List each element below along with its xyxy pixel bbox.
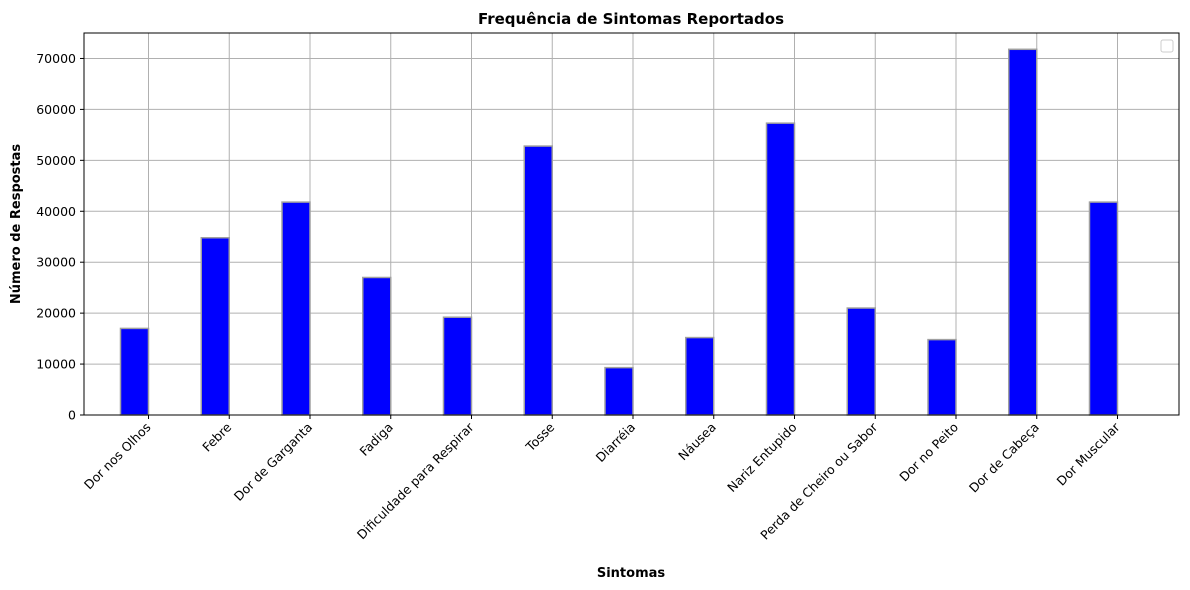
plot-frame xyxy=(83,32,1180,416)
y-tick-label: 50000 xyxy=(36,153,76,168)
bar xyxy=(442,316,473,416)
bar xyxy=(1008,48,1038,416)
y-axis-title: Número de Respostas xyxy=(9,144,24,305)
x-tick-label: Febre xyxy=(199,419,234,454)
bar xyxy=(846,307,876,416)
bar xyxy=(362,276,392,416)
x-tick-label: Diarréia xyxy=(593,420,639,466)
y-tick-label: 60000 xyxy=(36,102,76,117)
y-axis: 0 10000 20000 30000 40000 50000 60000 70000 xyxy=(36,51,84,423)
x-axis-title: Sintomas xyxy=(597,566,666,581)
bar xyxy=(1088,201,1119,416)
y-tick-label: 10000 xyxy=(36,357,76,372)
y-tick-label: 70000 xyxy=(36,51,76,66)
bar xyxy=(523,145,553,416)
bar xyxy=(685,336,715,416)
x-tick-label: Tosse xyxy=(522,419,557,454)
bar xyxy=(604,366,634,416)
x-tick-label: Nariz Entupido xyxy=(724,420,800,496)
x-tick-label: Dor nos Olhos xyxy=(81,420,154,493)
x-tick-label: Dor de Cabeça xyxy=(966,420,1042,496)
y-tick-label: 40000 xyxy=(36,204,76,219)
legend-box xyxy=(1160,39,1174,53)
chart-title: Frequência de Sintomas Reportados xyxy=(478,10,784,28)
y-tick-label: 30000 xyxy=(36,255,76,270)
x-tick-label: Náusea xyxy=(675,420,719,464)
bar xyxy=(200,237,230,416)
bar xyxy=(927,338,957,416)
bars xyxy=(119,48,1119,416)
bar xyxy=(281,201,311,416)
y-tick-label: 20000 xyxy=(36,306,76,321)
x-tick-label: Dor no Peito xyxy=(896,420,961,485)
y-tick-label: 0 xyxy=(68,408,76,423)
x-tick-label: Dor de Garganta xyxy=(231,420,315,504)
x-tick-label: Fadiga xyxy=(356,420,395,459)
bar xyxy=(119,327,150,416)
x-tick-label: Dor Muscular xyxy=(1054,419,1124,489)
bar xyxy=(765,122,796,416)
